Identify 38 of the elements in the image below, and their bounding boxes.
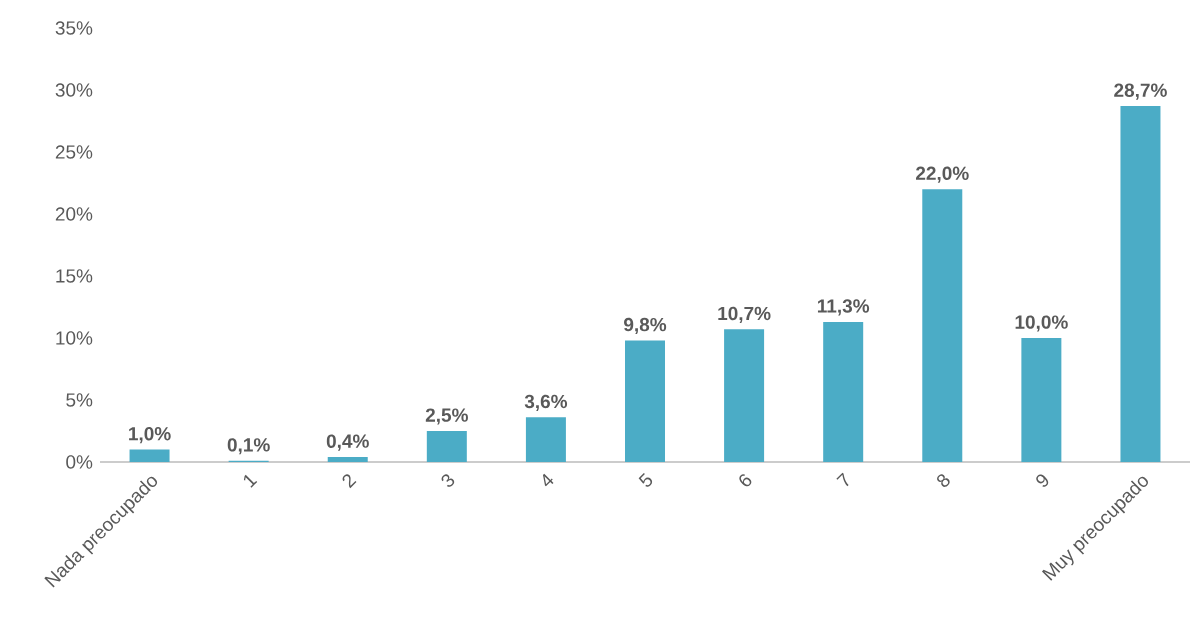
bar [625,340,666,462]
data-label: 2,5% [425,408,468,425]
x-tick-label: 7 [836,472,849,487]
bar [922,189,963,462]
data-label: 10,7% [718,306,771,323]
x-tick-label: 4 [542,473,554,487]
y-tick-label: 15% [56,269,93,283]
bar [525,417,566,462]
y-tick-label: 20% [55,207,93,221]
data-label: 0,4% [326,434,369,451]
x-tick-label: 8 [937,474,950,487]
data-label: 1,0% [129,426,171,444]
data-label: 10,0% [1015,315,1068,332]
x-tick-label: 9 [1036,474,1049,487]
x-tick-label: 2 [342,474,357,489]
bar [1021,338,1062,462]
y-tick-label: 30% [55,83,93,97]
data-label: 22,0% [916,166,969,183]
y-tick-label: 35% [55,21,93,35]
data-label: 3,6% [524,394,568,411]
bar [724,329,765,462]
x-tick-label: 3 [441,474,455,487]
bar [129,449,170,462]
data-label: 11,3% [817,299,870,316]
x-tick-label: 5 [638,473,653,487]
bar [823,321,864,462]
y-tick-label: 0% [66,455,93,469]
x-tick-label: 6 [739,474,752,487]
y-tick-label: 10% [56,331,93,345]
x-tick-label: 1 [243,474,258,488]
y-tick-label: 25% [55,145,93,159]
bar [1120,106,1161,462]
y-tick-label: 5% [66,393,93,407]
data-label: 9,8% [624,317,667,335]
data-label: 0,1% [227,438,270,455]
data-label: 28,7% [1114,83,1167,100]
bar [426,431,467,462]
bar [327,457,368,462]
